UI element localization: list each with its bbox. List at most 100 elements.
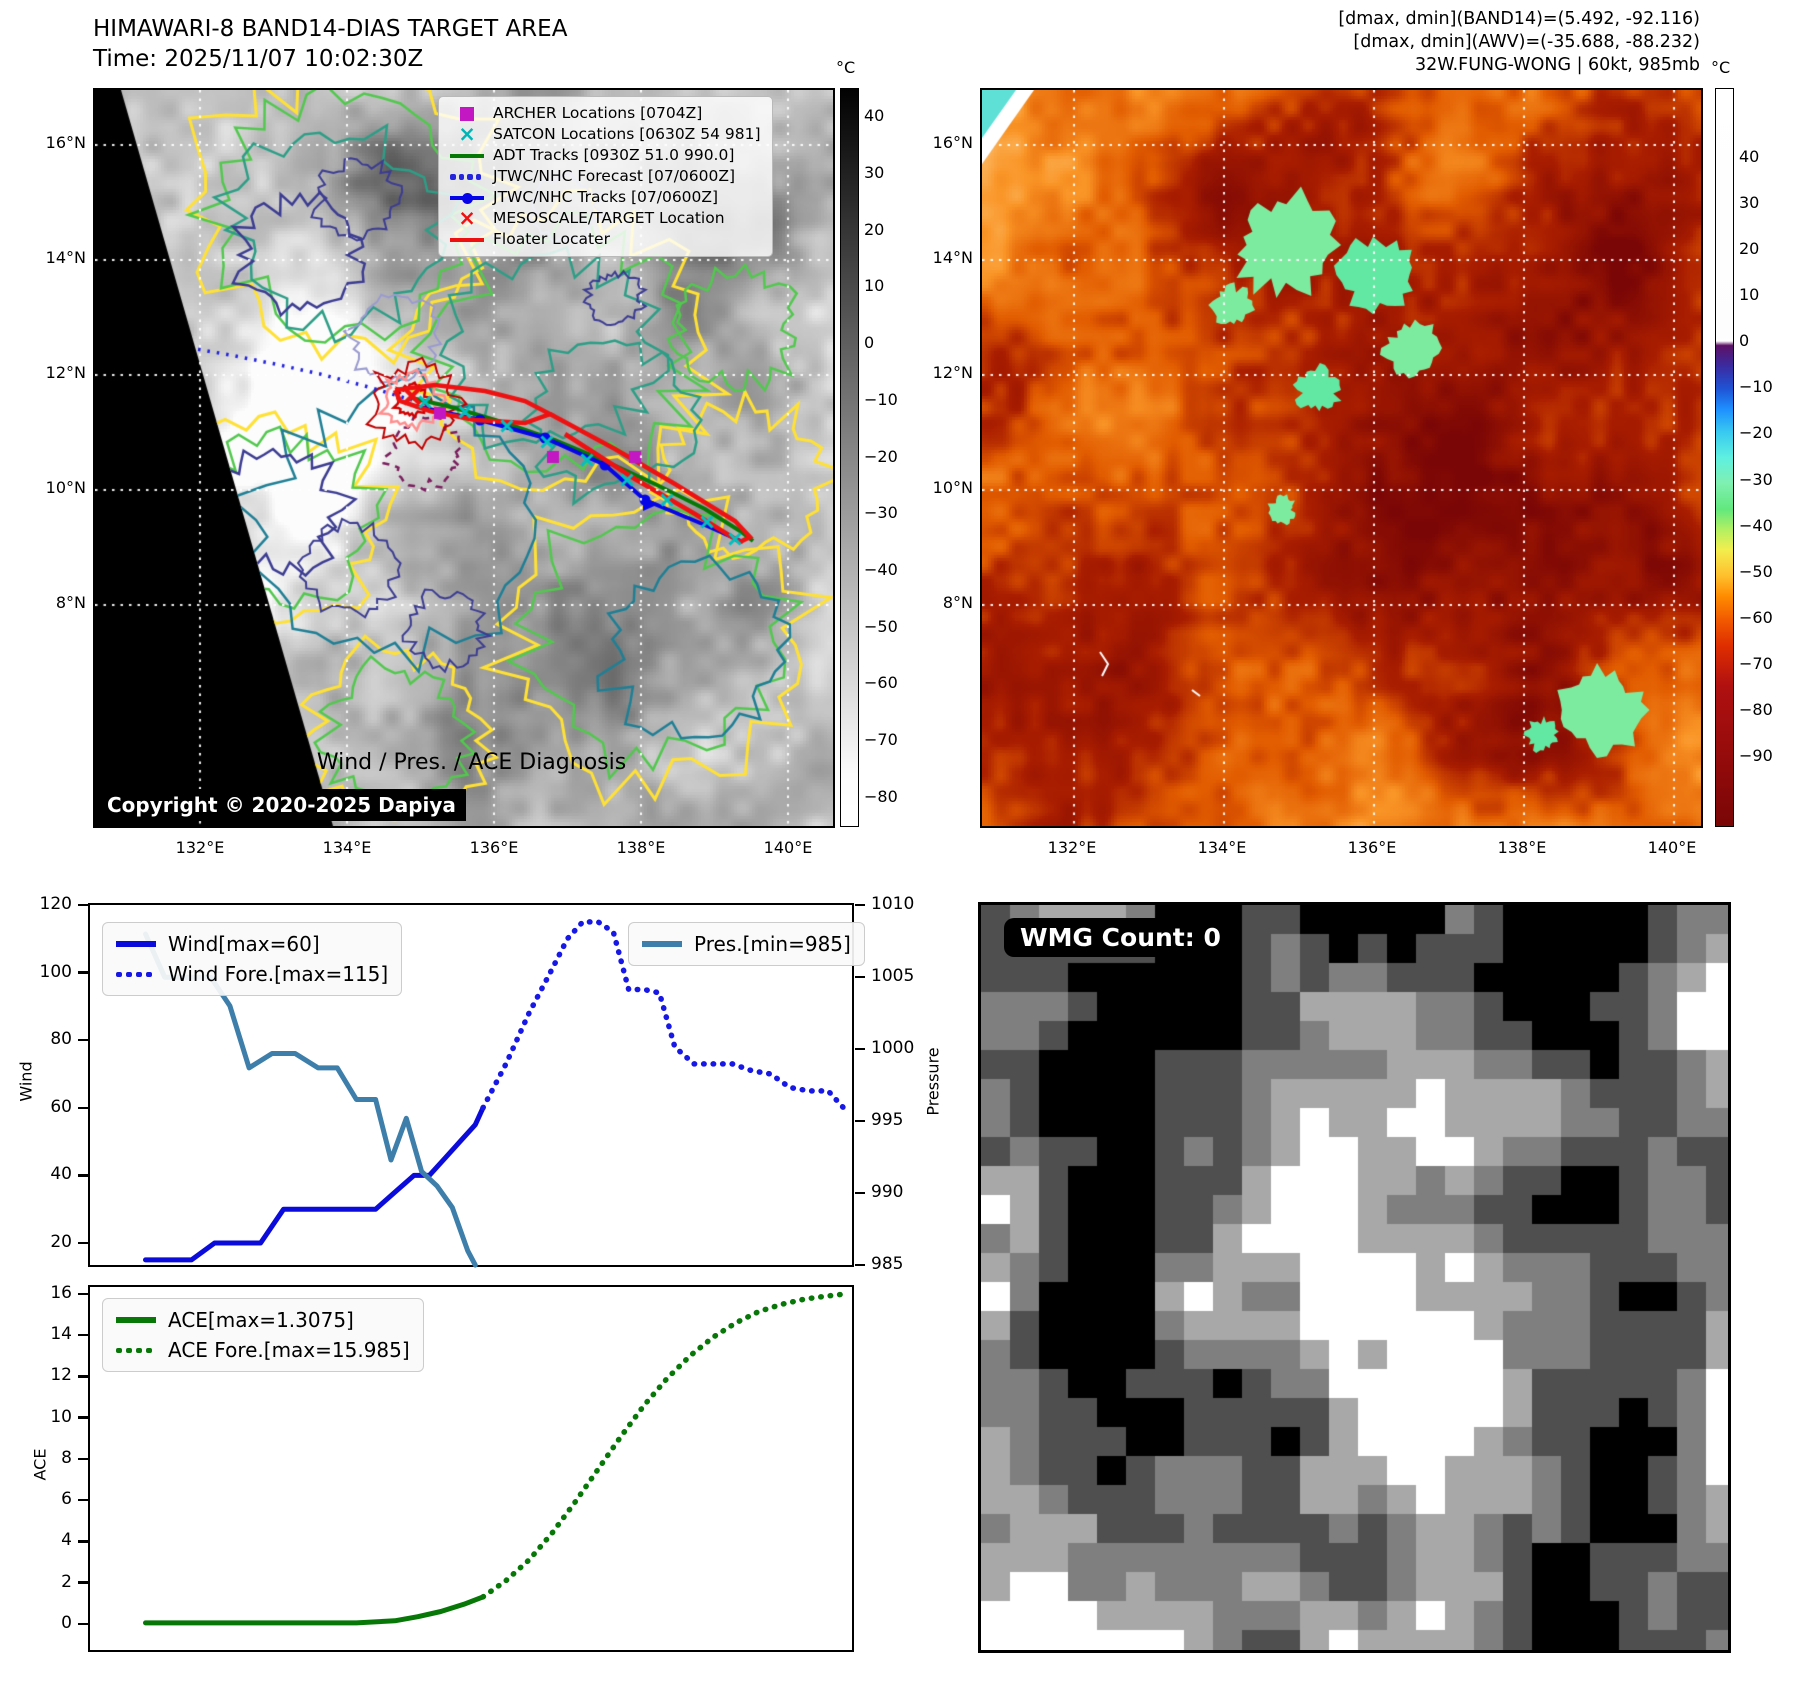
ace-lines-series-1: [480, 1291, 847, 1600]
legend-item: × MESOSCALE/TARGET Location: [450, 207, 761, 229]
awv-colorbar-tick: −30: [1739, 469, 1773, 489]
ace-ytick-mark: [78, 1416, 88, 1419]
legend-dot: [116, 971, 122, 977]
band14-colorbar-tick: 0: [864, 333, 875, 353]
ace-ytick: 2: [61, 1571, 72, 1592]
legend-item: ACE[max=1.3075]: [116, 1308, 410, 1332]
legend-line: [450, 153, 484, 158]
awv-lat-tick-label: 10°N: [932, 478, 973, 497]
pressure-ytick-mark: [855, 1263, 865, 1267]
band14-colorbar-tick: −50: [864, 616, 898, 636]
legend-dot: [450, 174, 456, 180]
legend-dot: [475, 174, 481, 180]
wind-pressure-lines-series-1: [480, 919, 847, 1111]
legend-swatch-square: [450, 105, 484, 123]
legend-line: [642, 941, 682, 947]
pressure-legend: Pres.[min=985]: [628, 922, 865, 966]
storm-id-label: 32W.FUNG-WONG | 60kt, 985mb: [1415, 55, 1700, 75]
pressure-ytick-mark: [855, 903, 865, 907]
legend-dot: [136, 1347, 142, 1353]
awv-lat-tick-label: 16°N: [932, 133, 973, 152]
ace-ytick-mark: [78, 1540, 88, 1543]
band14-lon-tick-label: 138°E: [616, 838, 666, 857]
ace-ytick-mark: [78, 1333, 88, 1337]
pressure-ytick: 1000: [871, 1038, 915, 1059]
wind-ytick: 80: [50, 1029, 72, 1050]
awv-lat-tick-label: 8°N: [942, 593, 973, 612]
legend-item-label: ACE Fore.[max=15.985]: [168, 1338, 410, 1362]
pressure-ytick: 1010: [871, 894, 915, 915]
ace-ytick: 6: [61, 1489, 72, 1510]
ace-ytick: 16: [50, 1282, 72, 1303]
legend-item: Wind[max=60]: [116, 932, 388, 956]
awv-header-awv: [dmax, dmin](AWV)=(-35.688, -88.232): [1353, 32, 1700, 52]
awv-colorbar-tick: −90: [1739, 745, 1773, 765]
ace-ytick: 12: [50, 1365, 72, 1386]
pressure-ytick-mark: [855, 975, 865, 979]
legend-item-label: SATCON Locations [0630Z 54 981]: [493, 125, 761, 143]
awv-colorbar-tick: −10: [1739, 377, 1773, 397]
pressure-ytick-mark: [855, 1191, 865, 1195]
band14-colorbar-tick: −60: [864, 673, 898, 693]
legend-item-label: JTWC/NHC Tracks [07/0600Z]: [493, 188, 719, 206]
awv-header-band14: [dmax, dmin](BAND14)=(5.492, -92.116): [1338, 9, 1700, 29]
pressure-ytick: 990: [871, 1182, 904, 1203]
awv-colorbar-tick: −70: [1739, 653, 1773, 673]
pressure-ytick-mark: [855, 1047, 865, 1051]
legend-item-label: ACE[max=1.3075]: [168, 1308, 354, 1332]
wind-ytick-mark: [78, 903, 88, 907]
ace-ytick-mark: [78, 1457, 88, 1461]
legend-swatch-dotted: [116, 965, 156, 983]
wmg-count-label: WMG Count: 0: [1004, 918, 1237, 957]
awv-header: [dmax, dmin](BAND14)=(5.492, -92.116) [d…: [1100, 8, 1700, 77]
legend-dot: [462, 192, 473, 204]
legend-swatch-solid: [116, 935, 156, 953]
wind-ytick: 120: [39, 894, 72, 915]
band14-colorbar-tick: 30: [864, 163, 885, 183]
legend-item: JTWC/NHC Forecast [07/0600Z]: [450, 167, 761, 186]
legend-x-mark: ×: [458, 121, 476, 146]
band14-colorbar: [840, 88, 859, 827]
wind-ytick-mark: [78, 971, 88, 974]
band14-colorbar-tick: 20: [864, 219, 885, 239]
band14-lon-tick-label: 134°E: [322, 838, 372, 857]
wind-legend: Wind[max=60] Wind Fore.[max=115]: [102, 922, 403, 996]
wind-ytick-mark: [78, 1241, 88, 1245]
legend-swatch-dotted: [116, 1341, 156, 1359]
ace-ytick: 8: [61, 1447, 72, 1468]
band14-colorbar-tick: −10: [864, 389, 898, 409]
ace-axis-label: ACE: [30, 1448, 50, 1481]
pressure-ytick: 1005: [871, 966, 915, 987]
band14-colorbar-tick: −40: [864, 559, 898, 579]
legend-item-label: Wind Fore.[max=115]: [168, 962, 389, 986]
ace-ytick: 4: [61, 1530, 72, 1551]
band14-lon-tick-label: 140°E: [763, 838, 813, 857]
legend-dot: [136, 971, 142, 977]
ace-legend: ACE[max=1.3075] ACE Fore.[max=15.985]: [102, 1298, 424, 1372]
awv-lon-tick-label: 138°E: [1497, 838, 1547, 857]
legend-item: Pres.[min=985]: [642, 932, 851, 956]
band14-lat-tick-label: 16°N: [45, 133, 86, 152]
legend-item: ACE Fore.[max=15.985]: [116, 1338, 410, 1362]
band14-colorbar-tick: 10: [864, 276, 885, 296]
pressure-ytick: 995: [871, 1110, 904, 1131]
ace-ytick: 0: [61, 1612, 72, 1633]
awv-lon-tick-label: 134°E: [1197, 838, 1247, 857]
pressure-ytick: 985: [871, 1254, 904, 1275]
wmg-pixel-image: [981, 905, 1728, 1650]
legend-swatch-solid: [116, 1311, 156, 1329]
wind-pressure-lines-series-0: [143, 1105, 486, 1263]
ace-ytick-mark: [78, 1498, 88, 1502]
wind-ytick: 60: [50, 1096, 72, 1117]
legend-square: [460, 106, 474, 121]
legend-dot: [126, 971, 132, 977]
legend-dot: [467, 174, 473, 180]
awv-colorbar-unit: °C: [1711, 58, 1731, 77]
legend-dot: [126, 1347, 132, 1353]
legend-item-label: Pres.[min=985]: [694, 932, 851, 956]
awv-lon-tick-label: 136°E: [1347, 838, 1397, 857]
legend-dot: [146, 1347, 152, 1353]
ace-ytick-mark: [78, 1581, 88, 1584]
legend-item-label: ARCHER Locations [0704Z]: [493, 104, 703, 122]
pressure-axis-label: Pressure: [923, 1047, 943, 1116]
